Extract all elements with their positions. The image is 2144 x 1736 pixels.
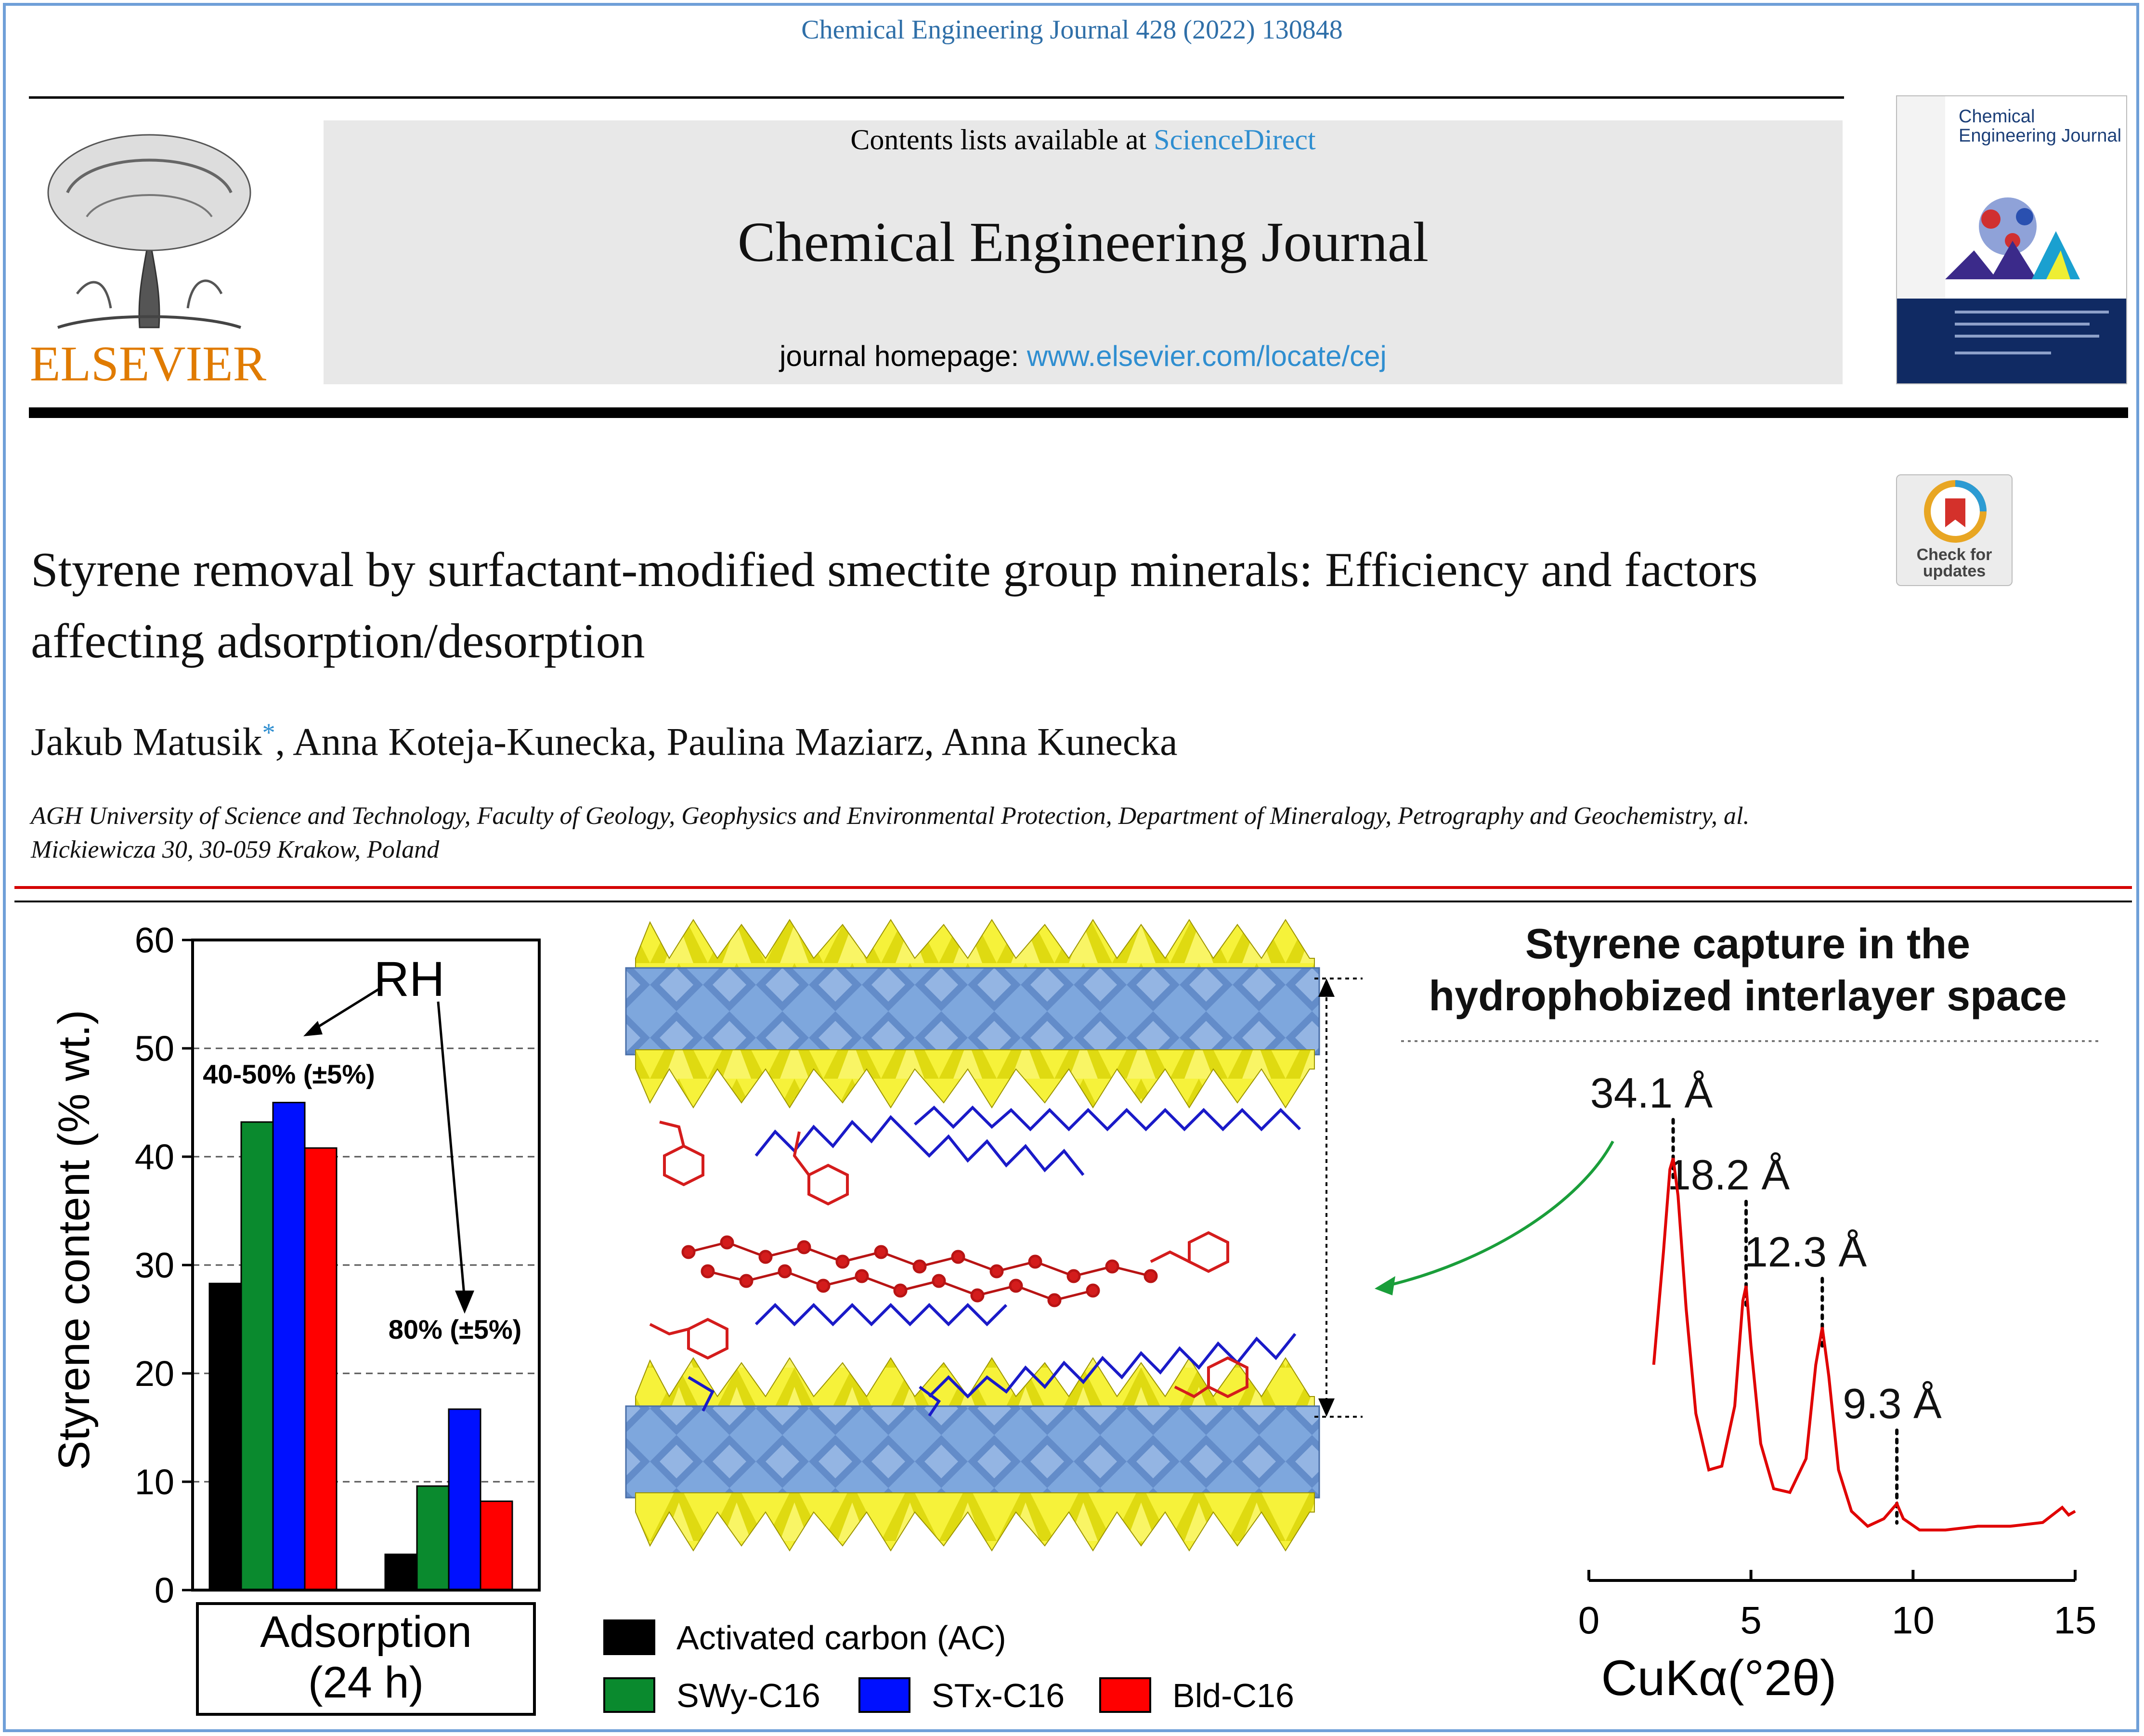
xrd-x-axis: 0 5 10 15 bbox=[1578, 1570, 2097, 1642]
xrd-pattern-chart: Styrene capture in the hydrophobized int… bbox=[1375, 920, 2099, 1706]
adsorption-bar-chart: Styrene content (% wt.) 0 10 20 30 40 50 60 RH… bbox=[50, 920, 541, 1716]
journal-banner: Contents lists available at ScienceDirec… bbox=[324, 120, 1843, 384]
bar-chart-yticks: 0 10 20 30 40 50 60 bbox=[135, 920, 193, 1610]
bar-3-0 bbox=[304, 1147, 338, 1591]
homepage-line: journal homepage: www.elsevier.com/locat… bbox=[324, 339, 1843, 373]
legend-label-stx: STx-C16 bbox=[932, 1677, 1065, 1714]
basal-spacing-indicator bbox=[1314, 978, 1363, 1418]
citation-line: Chemical Engineering Journal 428 (2022) … bbox=[801, 15, 1343, 45]
contents-line: Contents lists available at ScienceDirec… bbox=[324, 123, 1843, 157]
bar-2-1 bbox=[448, 1408, 481, 1591]
legend-label-swy: SWy-C16 bbox=[676, 1677, 820, 1714]
check-for-updates-badge[interactable]: Check for updates bbox=[1896, 474, 2013, 586]
legend-swatch-stx bbox=[858, 1677, 910, 1713]
homepage-prefix: journal homepage: bbox=[780, 340, 1027, 372]
header-thick-rule bbox=[29, 407, 2128, 418]
xrd-peak-markers: 34.1 Å 18.2 Å 12.3 Å 9.3 Å bbox=[1590, 1069, 1942, 1525]
humidity-label-high: 80% (±5%) bbox=[389, 1314, 522, 1344]
humidity-label-low: 40-50% (±5%) bbox=[203, 1059, 375, 1089]
section-red-rule bbox=[14, 886, 2132, 889]
xrd-title-line2: hydrophobized interlayer space bbox=[1429, 972, 2066, 1019]
journal-name: Chemical Engineering Journal bbox=[737, 210, 1429, 274]
xrd-xlabel: CuKα(°2θ) bbox=[1601, 1650, 1837, 1706]
sciencedirect-link[interactable]: ScienceDirect bbox=[1154, 124, 1316, 156]
elsevier-wordmark: ELSEVIER bbox=[30, 336, 267, 390]
xrd-tick-label: 0 bbox=[1578, 1599, 1600, 1642]
bar-0-1 bbox=[384, 1553, 418, 1591]
check-for-updates-label: Check for updates bbox=[1916, 546, 1992, 580]
xrd-tick-label: 5 bbox=[1740, 1599, 1762, 1642]
bar-1-0 bbox=[240, 1121, 274, 1591]
bar-ytick-label: 10 bbox=[135, 1462, 174, 1502]
adsorption-category-box bbox=[196, 1602, 536, 1716]
author-name[interactable]: Anna Koteja-Kunecka bbox=[293, 719, 647, 764]
adsorption-box-line1: Adsorption bbox=[260, 1607, 472, 1657]
journal-cover-thumbnail[interactable]: Chemical Engineering Journal bbox=[1896, 95, 2127, 384]
section-black-rule bbox=[14, 901, 2132, 902]
author-name[interactable]: Anna Kunecka bbox=[942, 719, 1178, 764]
bar-ytick-label: 40 bbox=[135, 1137, 174, 1177]
legend-label-bid: Bld-C16 bbox=[1172, 1677, 1294, 1714]
bar-plot-frame bbox=[191, 939, 541, 1592]
legend-swatch-swy bbox=[603, 1677, 655, 1713]
page-frame bbox=[3, 3, 2139, 1732]
elsevier-logo: ELSEVIER bbox=[29, 120, 270, 392]
xrd-title-line1: Styrene capture in the bbox=[1525, 920, 1970, 967]
bar-2-0 bbox=[272, 1102, 306, 1591]
bar-0-0 bbox=[208, 1282, 242, 1591]
bar-chart-bars bbox=[208, 1102, 513, 1591]
legend-label-ac: Activated carbon (AC) bbox=[676, 1619, 1006, 1657]
author-name[interactable]: Jakub Matusik bbox=[31, 719, 262, 764]
affiliation: AGH University of Science and Technology… bbox=[31, 802, 1750, 863]
homepage-link[interactable]: www.elsevier.com/locate/cej bbox=[1027, 340, 1387, 372]
article-title: Styrene removal by surfactant-modified s… bbox=[31, 543, 1758, 668]
bar-ytick-label: 50 bbox=[135, 1029, 174, 1069]
bar-chart-ylabel: Styrene content (% wt.) bbox=[50, 1010, 99, 1470]
bar-ytick-label: 60 bbox=[135, 920, 174, 960]
adsorption-box-line2: (24 h) bbox=[308, 1658, 424, 1707]
author-list: Jakub Matusik*, Anna Koteja-Kunecka, Pau… bbox=[31, 718, 1178, 764]
author-name[interactable]: Paulina Maziarz bbox=[666, 719, 924, 764]
xrd-peak-label: 9.3 Å bbox=[1843, 1380, 1942, 1427]
bar-3-1 bbox=[480, 1501, 513, 1591]
xrd-tick-label: 10 bbox=[1892, 1599, 1935, 1642]
legend-swatch-ac bbox=[603, 1619, 655, 1655]
bar-ytick-label: 0 bbox=[155, 1570, 174, 1610]
capture-arrow bbox=[1386, 1140, 1614, 1287]
xrd-peak-label: 12.3 Å bbox=[1744, 1228, 1867, 1276]
xrd-tick-label: 15 bbox=[2054, 1599, 2097, 1642]
interlayer-structure-illustration bbox=[625, 919, 1363, 1552]
cover-title: Chemical Engineering Journal bbox=[1959, 106, 2122, 146]
xrd-peak-label: 34.1 Å bbox=[1590, 1069, 1713, 1117]
bar-1-1 bbox=[416, 1485, 450, 1591]
bookmark-icon bbox=[1945, 498, 1965, 527]
xrd-trace-line bbox=[1652, 1158, 2076, 1532]
graphical-abstract: Styrene content (% wt.) 0 10 20 30 40 50 60 RH… bbox=[14, 905, 2132, 1730]
rh-annotation: RH bbox=[374, 952, 444, 1006]
xrd-peak-label: 18.2 Å bbox=[1667, 1151, 1790, 1199]
header-top-rule bbox=[29, 96, 1844, 99]
corresponding-author-mark[interactable]: * bbox=[262, 718, 275, 747]
bar-chart-legend: Activated carbon (AC) SWy-C16 STx-C16 Bl… bbox=[603, 1619, 1294, 1714]
legend-swatch-bid bbox=[1099, 1677, 1151, 1713]
bar-ytick-label: 30 bbox=[135, 1245, 174, 1285]
bar-ytick-label: 20 bbox=[135, 1354, 174, 1394]
contents-prefix: Contents lists available at bbox=[850, 124, 1154, 156]
